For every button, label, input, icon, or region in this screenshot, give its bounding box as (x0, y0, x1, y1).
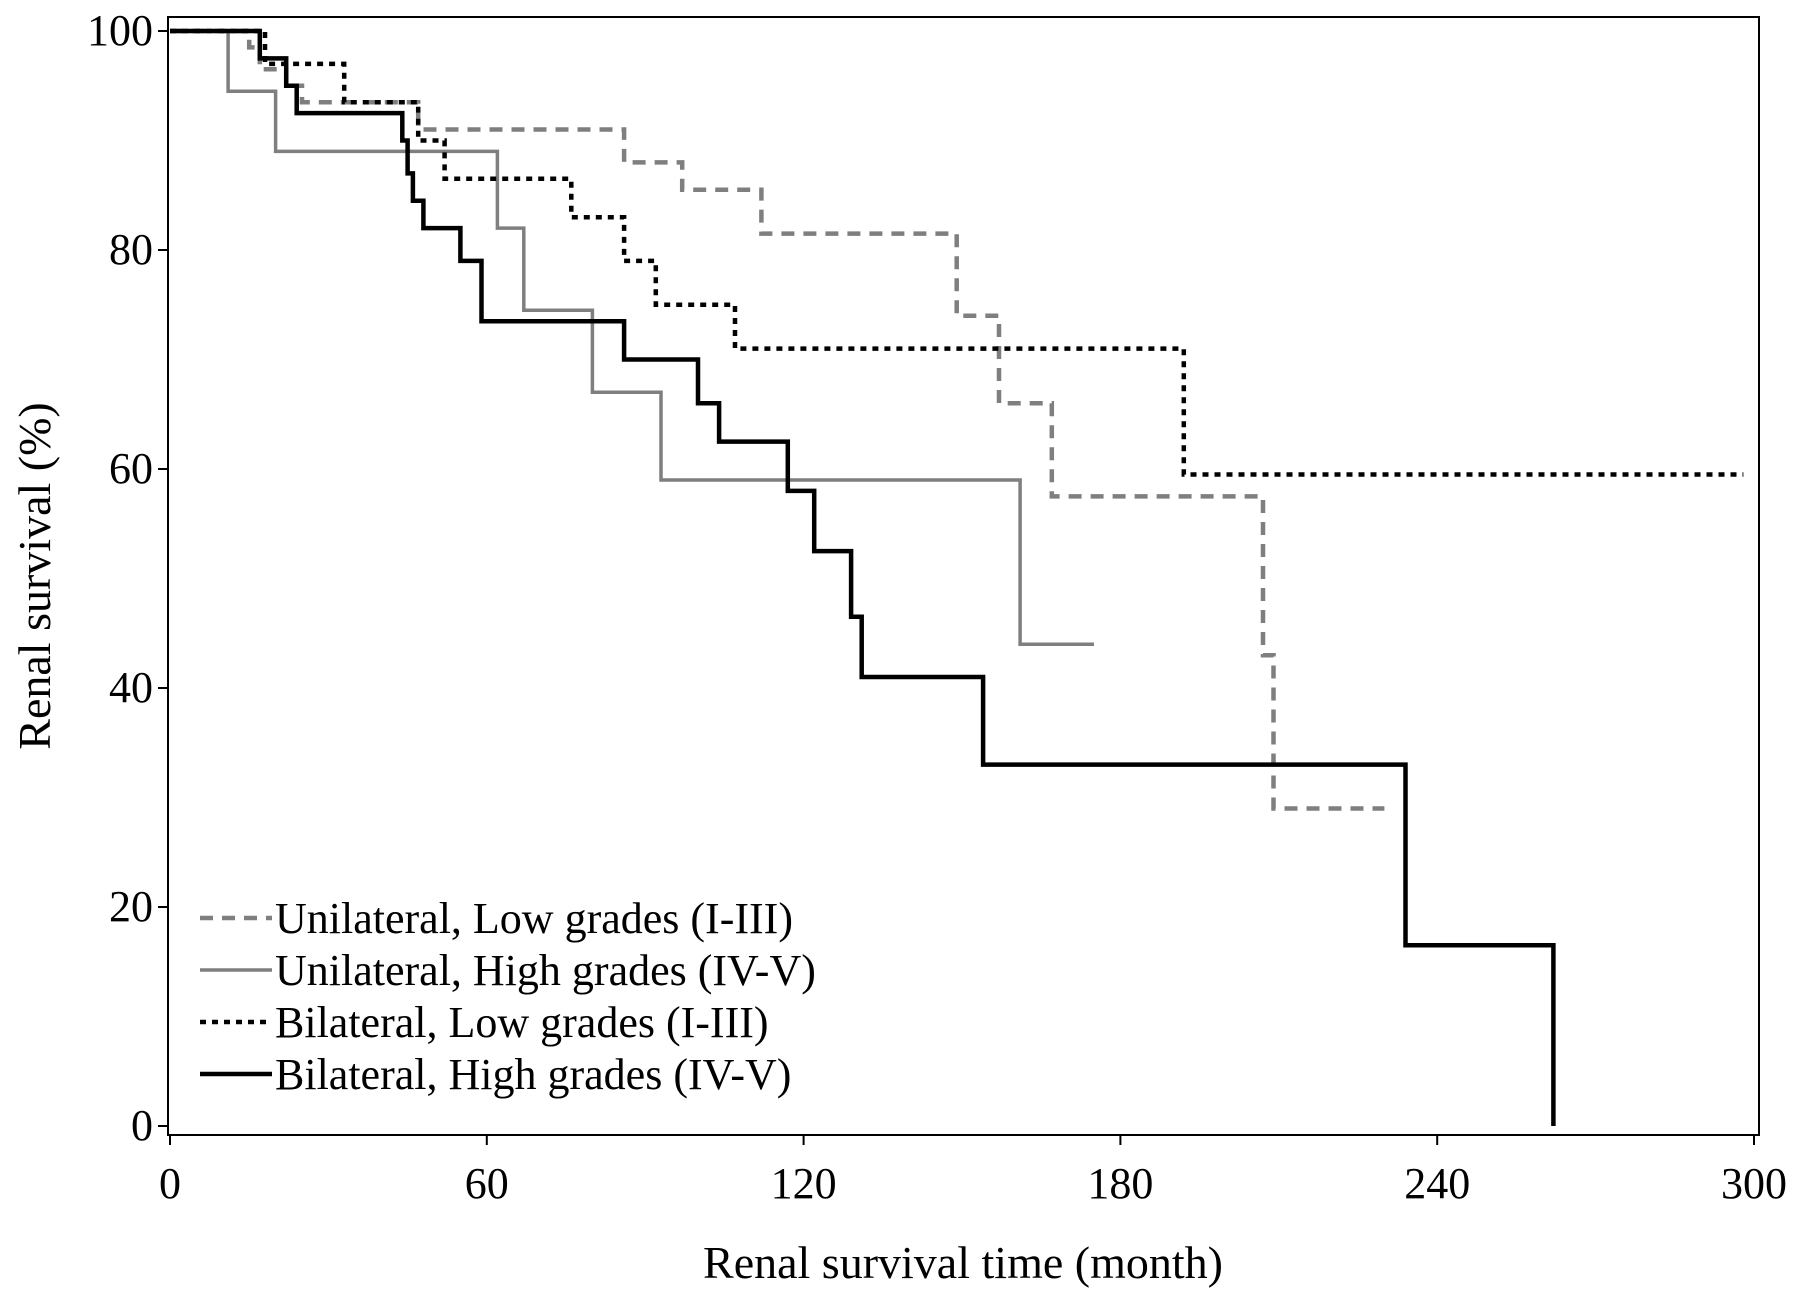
y-tick-label: 40 (109, 663, 153, 712)
legend-label-3: Bilateral, Low grades (I-III) (275, 998, 769, 1047)
y-axis-title: Renal survival (%) (9, 402, 60, 749)
x-axis-ticks: 0 60 120 180 240 300 (159, 1135, 1787, 1208)
y-tick-label: 20 (109, 882, 153, 931)
legend-label-1: Unilateral, Low grades (I-III) (275, 894, 793, 943)
series-layer (170, 28, 1744, 1126)
y-tick-label: 60 (109, 444, 153, 493)
x-tick-label: 0 (159, 1159, 181, 1208)
legend: Unilateral, Low grades (I-III)Unilateral… (200, 894, 816, 1099)
y-tick-label: 80 (109, 225, 153, 274)
y-tick-label: 100 (87, 6, 153, 55)
series-line-3 (170, 28, 1744, 477)
x-tick-label: 60 (465, 1159, 509, 1208)
x-tick-label: 180 (1087, 1159, 1153, 1208)
x-tick-label: 300 (1721, 1159, 1787, 1208)
x-tick-label: 120 (771, 1159, 837, 1208)
series-line-4 (170, 28, 1556, 1126)
plot-frame (167, 16, 1760, 1136)
x-axis-title: Renal survival time (month) (703, 1237, 1223, 1288)
legend-label-2: Unilateral, High grades (IV-V) (275, 946, 816, 995)
series-line-2 (170, 29, 1094, 646)
y-axis-ticks: 0 20 40 60 80 100 (87, 6, 168, 1150)
legend-label-4: Bilateral, High grades (IV-V) (275, 1050, 791, 1099)
x-tick-label: 240 (1404, 1159, 1470, 1208)
series-line-1 (170, 28, 1385, 811)
y-tick-label: 0 (131, 1101, 153, 1150)
